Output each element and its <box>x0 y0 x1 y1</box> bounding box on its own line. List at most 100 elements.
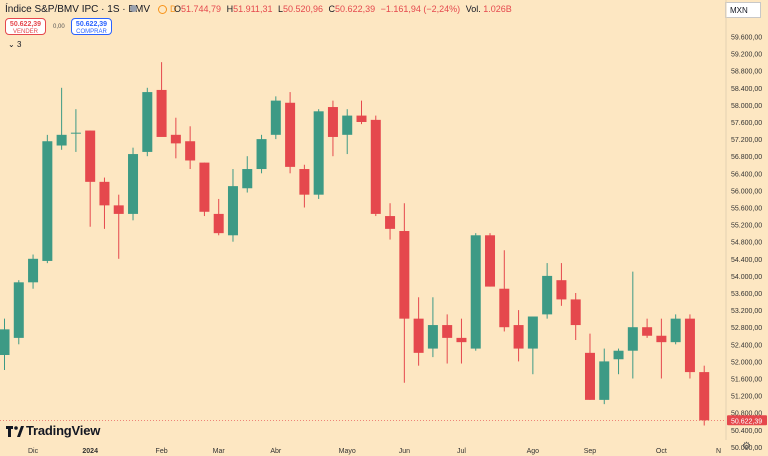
candle-body <box>0 329 10 355</box>
y-tick-label: 54.800,00 <box>731 240 762 247</box>
candle-body <box>542 275 553 315</box>
low-label: L <box>277 4 283 14</box>
candle-body <box>684 318 695 373</box>
candle-body <box>556 280 567 300</box>
last-price-label: 50.622,39 <box>731 418 762 425</box>
buy-button[interactable]: 50.622,39 COMPRAR <box>71 18 112 35</box>
y-tick-label: 58.800,00 <box>731 69 762 76</box>
change-value: −1.161,94 (−2,24%) <box>380 4 461 14</box>
candle-body <box>399 231 410 319</box>
candle-body <box>227 186 238 236</box>
candle-body <box>113 205 124 214</box>
tradingview-icon <box>6 426 24 437</box>
x-tick-label: 2024 <box>82 448 98 455</box>
candle-body <box>442 325 453 338</box>
candle-body <box>356 115 367 122</box>
candle-body <box>199 162 210 212</box>
open-value: 51.744,79 <box>181 4 222 14</box>
candle-body <box>456 337 467 343</box>
y-tick-label: 56.400,00 <box>731 171 762 178</box>
y-tick-label: 56.800,00 <box>731 154 762 161</box>
y-tick-label: 54.000,00 <box>731 274 762 281</box>
open-label: O <box>174 4 182 14</box>
candle-body <box>513 325 524 349</box>
y-tick-label: 52.000,00 <box>731 359 762 366</box>
volume-label: Vol. <box>465 4 481 14</box>
ohlc-readout: O51.744,79 H51.911,31 L50.520,96 C50.622… <box>174 4 515 14</box>
candle-body <box>85 130 96 182</box>
x-tick-label: N <box>716 448 721 455</box>
x-tick-label: Feb <box>156 448 168 455</box>
chevron-down-icon: ⌄ <box>8 40 15 49</box>
y-tick-label: 52.400,00 <box>731 342 762 349</box>
y-tick-label: 51.600,00 <box>731 377 762 384</box>
sell-price: 50.622,39 <box>9 21 42 28</box>
y-tick-label: 59.200,00 <box>731 52 762 59</box>
candle-body <box>427 325 438 349</box>
candle-body <box>28 258 39 283</box>
y-tick-label: 59.600,00 <box>731 35 762 42</box>
candle-body <box>599 361 610 400</box>
candle-body <box>313 111 324 195</box>
x-tick-label: Ago <box>527 448 540 455</box>
y-tick-label: 53.600,00 <box>731 291 762 298</box>
y-tick-label: 51.200,00 <box>731 394 762 401</box>
x-tick-label: Mayo <box>339 448 356 455</box>
candle-body <box>413 318 424 353</box>
candle-body <box>285 102 296 167</box>
candle-body <box>99 181 110 206</box>
candle-body <box>242 169 253 189</box>
gear-icon[interactable]: ⚙ <box>742 441 751 452</box>
candle-body <box>527 316 538 349</box>
candle-body <box>642 327 653 336</box>
candle-body <box>584 352 595 400</box>
y-tick-label: 54.400,00 <box>731 257 762 264</box>
indicators-collapse-toggle[interactable]: ⌄ 3 <box>8 40 21 49</box>
y-tick-label: 53.200,00 <box>731 308 762 315</box>
x-tick-label: Sep <box>584 448 597 455</box>
candle-body <box>627 327 638 351</box>
market-status-dot <box>130 5 137 12</box>
logo-text: TradingView <box>26 423 101 438</box>
candle-body <box>142 92 153 152</box>
chart-header: Índice S&P/BMV IPC · 1S · BMV D O51.744,… <box>0 0 768 20</box>
y-tick-label: 50.800,00 <box>731 411 762 418</box>
y-tick-label: 56.000,00 <box>731 188 762 195</box>
candle-body <box>13 282 24 338</box>
candle-body <box>499 288 510 328</box>
d-badge-label: D <box>170 4 177 14</box>
buy-label: COMPRAR <box>76 29 107 35</box>
candle-body <box>385 216 396 229</box>
y-tick-label: 57.600,00 <box>731 120 762 127</box>
y-tick-label: 50.000,00 <box>731 445 762 452</box>
x-tick-label: Jun <box>399 448 410 455</box>
candle-body <box>270 100 281 135</box>
candle-body <box>185 141 196 161</box>
buy-price: 50.622,39 <box>75 21 108 28</box>
x-tick-label: Abr <box>270 448 282 455</box>
candle-body <box>656 335 667 343</box>
sell-label: VENDER <box>12 29 38 35</box>
y-tick-label: 58.000,00 <box>731 103 762 110</box>
candle-body <box>370 119 381 214</box>
high-value: 51.911,31 <box>233 4 273 14</box>
volume-value: 1.026B <box>483 4 512 14</box>
candle-body <box>699 372 710 421</box>
candle-body <box>70 132 81 134</box>
candle-body <box>156 89 167 137</box>
last-price-tag <box>727 415 767 426</box>
candle-body <box>670 318 681 343</box>
low-value: 50.520,96 <box>282 4 324 14</box>
candle-body <box>485 235 496 287</box>
y-tick-label: 55.200,00 <box>731 223 762 230</box>
candle-body <box>170 134 181 144</box>
symbol-title[interactable]: Índice S&P/BMV IPC · 1S · BMV <box>5 4 151 15</box>
sell-button[interactable]: 50.622,39 VENDER <box>5 18 46 35</box>
data-source-badge[interactable]: D <box>158 4 177 15</box>
y-tick-label: 50.400,00 <box>731 428 762 435</box>
y-tick-label: 58.400,00 <box>731 86 762 93</box>
candle-body <box>613 350 624 360</box>
candle-body <box>256 139 267 170</box>
candle-body <box>299 169 310 195</box>
